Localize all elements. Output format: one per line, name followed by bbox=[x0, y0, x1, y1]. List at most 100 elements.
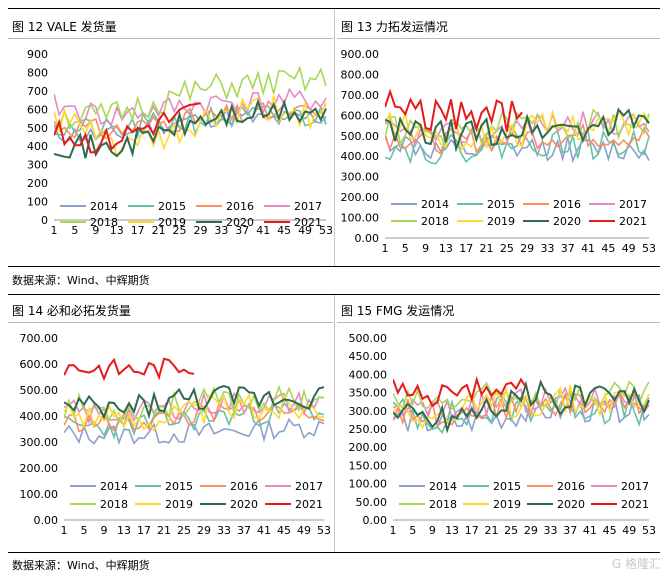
series-line-2021 bbox=[393, 375, 527, 408]
legend-label-2017: 2017 bbox=[294, 200, 322, 213]
x-tick-label: 9 bbox=[429, 524, 436, 537]
watermark-logo: G 格隆汇 bbox=[611, 557, 661, 571]
legend-label-2018: 2018 bbox=[90, 216, 118, 229]
y-tick-label: 900 bbox=[27, 48, 48, 61]
y-tick-label: 0 bbox=[41, 214, 48, 227]
x-tick-label: 33 bbox=[544, 524, 558, 537]
legend-label-2014: 2014 bbox=[100, 480, 128, 493]
x-tick-label: 41 bbox=[581, 242, 595, 255]
y-tick-label: 400.00 bbox=[349, 368, 388, 381]
legend-label-2019: 2019 bbox=[493, 498, 521, 511]
legend-label-2015: 2015 bbox=[487, 198, 515, 211]
x-tick-label: 37 bbox=[235, 224, 249, 237]
x-tick-label: 9 bbox=[92, 224, 99, 237]
y-tick-label: 400 bbox=[27, 140, 48, 153]
x-tick-label: 9 bbox=[101, 524, 108, 537]
title-underline-bottom-right bbox=[337, 322, 660, 323]
legend-label-2014: 2014 bbox=[90, 200, 118, 213]
x-tick-label: 9 bbox=[422, 242, 429, 255]
x-tick-label: 17 bbox=[459, 242, 473, 255]
x-tick-label: 25 bbox=[173, 224, 187, 237]
y-tick-label: 900.00 bbox=[341, 48, 380, 61]
series-line-2019 bbox=[64, 392, 325, 433]
x-tick-label: 5 bbox=[402, 242, 409, 255]
y-tick-label: 0.00 bbox=[34, 514, 59, 527]
legend-label-2014: 2014 bbox=[429, 480, 457, 493]
x-tick-label: 33 bbox=[217, 524, 231, 537]
y-tick-label: 100.00 bbox=[20, 488, 59, 501]
legend-label-2015: 2015 bbox=[165, 480, 193, 493]
legend-label-2021: 2021 bbox=[294, 216, 322, 229]
legend-label-2016: 2016 bbox=[230, 480, 258, 493]
series-line-2021 bbox=[385, 88, 523, 133]
x-tick-label: 49 bbox=[622, 524, 636, 537]
divider-bottom bbox=[8, 552, 660, 553]
x-tick-label: 53 bbox=[642, 524, 656, 537]
x-tick-label: 33 bbox=[214, 224, 228, 237]
x-tick-label: 13 bbox=[445, 524, 459, 537]
series-line-2018 bbox=[64, 384, 325, 424]
y-tick-label: 800 bbox=[27, 66, 48, 79]
x-tick-label: 1 bbox=[61, 524, 68, 537]
legend-label-2017: 2017 bbox=[619, 198, 647, 211]
y-tick-label: 100.00 bbox=[349, 478, 388, 491]
x-tick-label: 53 bbox=[642, 242, 656, 255]
x-tick-label: 5 bbox=[409, 524, 416, 537]
top-border bbox=[8, 8, 660, 9]
x-tick-label: 25 bbox=[500, 242, 514, 255]
x-tick-label: 45 bbox=[601, 242, 615, 255]
x-tick-label: 1 bbox=[382, 242, 389, 255]
legend-label-2015: 2015 bbox=[158, 200, 186, 213]
legend-label-2016: 2016 bbox=[557, 480, 585, 493]
x-tick-label: 17 bbox=[465, 524, 479, 537]
y-tick-label: 50.00 bbox=[356, 496, 388, 509]
y-tick-label: 100 bbox=[27, 196, 48, 209]
x-tick-label: 41 bbox=[256, 224, 270, 237]
y-tick-label: 100.00 bbox=[341, 212, 380, 225]
legend-label-2020: 2020 bbox=[553, 215, 581, 228]
vertical-divider-bottom bbox=[334, 295, 335, 552]
series-line-2020 bbox=[64, 385, 325, 420]
x-tick-label: 29 bbox=[197, 524, 211, 537]
x-tick-label: 53 bbox=[317, 524, 331, 537]
series-line-2014 bbox=[64, 417, 325, 445]
series-line-2018 bbox=[54, 65, 327, 130]
chart-title-fmg: 图 15 FMG 发运情况 bbox=[341, 304, 455, 318]
x-tick-label: 5 bbox=[71, 224, 78, 237]
x-tick-label: 21 bbox=[484, 524, 498, 537]
y-tick-label: 0.00 bbox=[363, 514, 388, 527]
legend-label-2018: 2018 bbox=[100, 498, 128, 511]
y-tick-label: 600 bbox=[27, 103, 48, 116]
y-tick-label: 400.00 bbox=[20, 410, 59, 423]
title-underline-top-left bbox=[8, 38, 333, 39]
series-line-2020 bbox=[385, 107, 650, 153]
source-note-bottom: 数据来源：Wind、中辉期货 bbox=[12, 559, 150, 572]
legend-label-2016: 2016 bbox=[553, 198, 581, 211]
x-tick-label: 17 bbox=[137, 524, 151, 537]
y-tick-label: 500.00 bbox=[349, 332, 388, 345]
y-tick-label: 250.00 bbox=[349, 423, 388, 436]
x-tick-label: 29 bbox=[193, 224, 207, 237]
x-tick-label: 45 bbox=[277, 524, 291, 537]
x-tick-label: 13 bbox=[117, 524, 131, 537]
y-tick-label: 300.00 bbox=[341, 171, 380, 184]
y-tick-label: 300.00 bbox=[20, 436, 59, 449]
y-tick-label: 200.00 bbox=[20, 462, 59, 475]
y-tick-label: 200.00 bbox=[341, 191, 380, 204]
legend-label-2014: 2014 bbox=[421, 198, 449, 211]
legend-label-2019: 2019 bbox=[487, 215, 515, 228]
x-tick-label: 45 bbox=[277, 224, 291, 237]
x-tick-label: 21 bbox=[152, 224, 166, 237]
x-tick-label: 21 bbox=[157, 524, 171, 537]
y-tick-label: 800.00 bbox=[341, 68, 380, 81]
y-tick-label: 500.00 bbox=[341, 130, 380, 143]
series-line-2016 bbox=[54, 101, 327, 140]
series-line-2019 bbox=[54, 95, 327, 158]
y-tick-label: 400.00 bbox=[341, 150, 380, 163]
series-line-2015 bbox=[385, 128, 650, 165]
y-tick-label: 300 bbox=[27, 159, 48, 172]
x-tick-label: 33 bbox=[540, 242, 554, 255]
series-line-2019 bbox=[393, 385, 650, 430]
y-tick-label: 700 bbox=[27, 85, 48, 98]
x-tick-label: 5 bbox=[81, 524, 88, 537]
